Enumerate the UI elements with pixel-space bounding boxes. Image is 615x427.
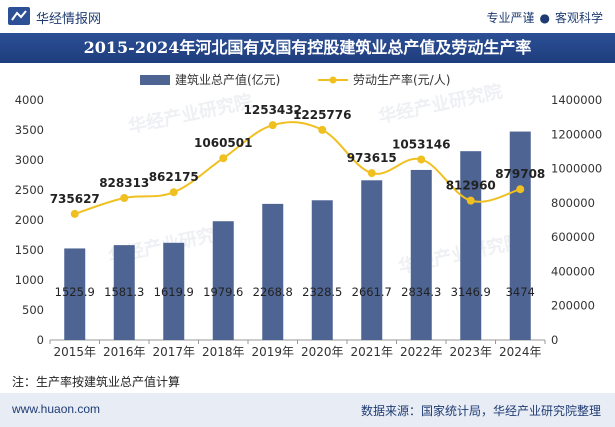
x-tick-label: 2016年: [103, 345, 146, 359]
legend-bar-swatch: [140, 75, 170, 85]
bar-value-label: 3146.9: [451, 285, 491, 299]
line-value-label: 973615: [347, 151, 397, 165]
x-tick-label: 2024年: [499, 345, 542, 359]
legend: 建筑业总产值(亿元) 劳动生产率(元/人): [140, 72, 450, 87]
y-right-tick-label: 200000: [551, 299, 595, 313]
line-value-label: 828313: [99, 176, 149, 190]
y-right-tick-label: 400000: [551, 264, 595, 278]
line-point: [268, 121, 277, 130]
site-link[interactable]: www.huaon.com: [12, 402, 101, 416]
y-left-tick-label: 1000: [15, 273, 44, 287]
line-value-label: 1253432: [244, 103, 302, 117]
bar: [113, 245, 135, 340]
combo-chart: 华经产业研究院华经产业研究院华经产业研究院华经产业研究院 05001000150…: [15, 72, 603, 359]
line-point: [318, 125, 327, 134]
x-tick-label: 2023年: [449, 345, 492, 359]
x-tick-label: 2019年: [251, 345, 294, 359]
bar-value-label: 1979.6: [203, 285, 243, 299]
y-left-tick-label: 3000: [15, 153, 44, 167]
x-tick-label: 2015年: [53, 345, 96, 359]
y-right-tick-label: 600000: [551, 230, 595, 244]
bar: [509, 131, 531, 340]
line-value-label: 1225776: [293, 108, 351, 122]
line-value-label: 812960: [446, 179, 496, 193]
x-tick-label: 2017年: [152, 345, 195, 359]
bar-value-label: 2834.3: [401, 285, 441, 299]
line-point: [70, 209, 79, 218]
x-tick-label: 2020年: [301, 345, 344, 359]
tagline-separator: ●: [539, 11, 550, 25]
bar-value-label: 2328.5: [302, 285, 342, 299]
bar: [64, 248, 86, 340]
y-left-tick-label: 2500: [15, 183, 44, 197]
footer: www.huaon.com 数据来源：国家统计局，华经产业研究院整理: [0, 393, 615, 427]
watermark-text: 华经产业研究院: [376, 80, 504, 128]
tagline: 专业严谨 ● 客观科学: [486, 9, 603, 26]
chart-area: 华经产业研究院华经产业研究院华经产业研究院华经产业研究院 05001000150…: [0, 63, 615, 368]
legend-bar-label: 建筑业总产值(亿元): [175, 72, 280, 87]
chart-title: 2015-2024年河北国有及国有控股建筑业总产值及劳动生产率: [0, 33, 615, 63]
bar: [212, 221, 234, 340]
bar-value-label: 1581.3: [104, 285, 144, 299]
watermark-text: 华经产业研究院: [126, 90, 254, 138]
bar-value-label: 2268.8: [253, 285, 293, 299]
legend-line-label: 劳动生产率(元/人): [353, 72, 450, 87]
y-left-tick-label: 2000: [15, 213, 44, 227]
tagline-right: 客观科学: [554, 11, 603, 25]
line-value-label: 735627: [50, 192, 100, 206]
line-point: [516, 185, 525, 194]
line-value-label: 1053146: [392, 137, 450, 151]
line-value-label: 1060501: [194, 136, 252, 150]
x-tick-label: 2018年: [202, 345, 245, 359]
legend-line-marker: [329, 76, 337, 84]
huajing-logo-icon: [8, 7, 30, 25]
y-right-tick-label: 1000000: [551, 162, 602, 176]
y-right-tick-label: 800000: [551, 196, 595, 210]
x-tick-label: 2021年: [350, 345, 393, 359]
bar: [163, 242, 185, 340]
tagline-left: 专业严谨: [486, 11, 535, 25]
top-bar: 华经情报网 专业严谨 ● 客观科学: [0, 0, 615, 33]
bar: [410, 169, 432, 340]
productivity-line: [74, 121, 521, 215]
y-left-tick-label: 3500: [15, 123, 44, 137]
bar: [361, 180, 383, 340]
line-value-label: 879708: [495, 167, 545, 181]
brand-name: 华经情报网: [36, 12, 102, 27]
y-left-tick-label: 4000: [15, 93, 44, 107]
y-right-tick-label: 0: [551, 333, 558, 347]
bars: [64, 131, 531, 340]
line-point: [466, 196, 475, 205]
footnote: 注：生产率按建筑业总产值计算: [12, 375, 181, 389]
y-left-tick-label: 500: [22, 303, 44, 317]
bar-value-label: 2661.7: [352, 285, 392, 299]
x-tick-label: 2022年: [400, 345, 443, 359]
bar-value-label: 1525.9: [55, 285, 95, 299]
y-left-tick-label: 0: [37, 333, 44, 347]
line-point: [219, 154, 228, 163]
data-source: 数据来源：国家统计局，华经产业研究院整理: [360, 404, 601, 418]
y-left-tick-label: 1500: [15, 243, 44, 257]
line-point: [367, 169, 376, 178]
bar-value-label: 3474: [506, 285, 535, 299]
y-right-tick-label: 1400000: [551, 93, 602, 107]
bar: [262, 203, 284, 340]
line-point: [120, 194, 129, 203]
bar-value-label: 1619.9: [154, 285, 194, 299]
y-right-tick-label: 1200000: [551, 127, 602, 141]
bar-labels: 1525.9 1581.3 1619.9 1979.6 2268.8 2328.5 2661…: [55, 285, 535, 299]
line-value-label: 862175: [149, 170, 199, 184]
line-point: [417, 155, 426, 164]
bar: [311, 200, 333, 340]
line-point: [169, 188, 178, 197]
